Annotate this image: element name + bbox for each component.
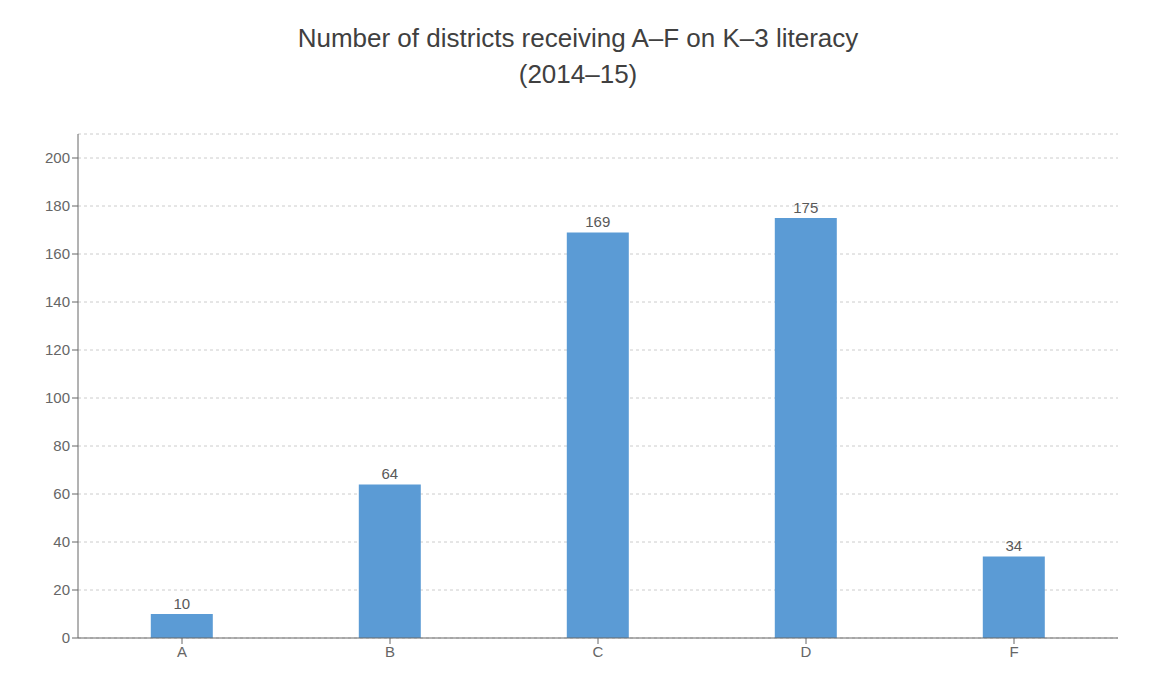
svg-text:60: 60 [53, 485, 70, 502]
svg-text:120: 120 [45, 341, 70, 358]
svg-text:D: D [801, 643, 812, 660]
svg-text:169: 169 [585, 213, 610, 230]
html-text:(2014–15): (2014–15) [518, 59, 638, 89]
svg-text:F: F [1009, 643, 1018, 660]
svg-text:160: 160 [45, 245, 70, 262]
svg-text:200: 200 [45, 149, 70, 166]
svg-text:10: 10 [173, 595, 190, 612]
svg-text:80: 80 [53, 437, 70, 454]
svg-text:175: 175 [793, 199, 818, 216]
svg-text:40: 40 [53, 533, 70, 550]
svg-text:0: 0 [62, 629, 70, 646]
svg-text:140: 140 [45, 293, 70, 310]
svg-text:34: 34 [1005, 537, 1022, 554]
svg-text:64: 64 [381, 465, 398, 482]
svg-text:A: A [177, 643, 187, 660]
html-text:Number of districts receiving: Number of districts receiving A–F on K–3… [297, 23, 859, 53]
svg-text:100: 100 [45, 389, 70, 406]
svg-text:C: C [593, 643, 604, 660]
svg-text:180: 180 [45, 197, 70, 214]
svg-text:B: B [385, 643, 395, 660]
svg-text:20: 20 [53, 581, 70, 598]
